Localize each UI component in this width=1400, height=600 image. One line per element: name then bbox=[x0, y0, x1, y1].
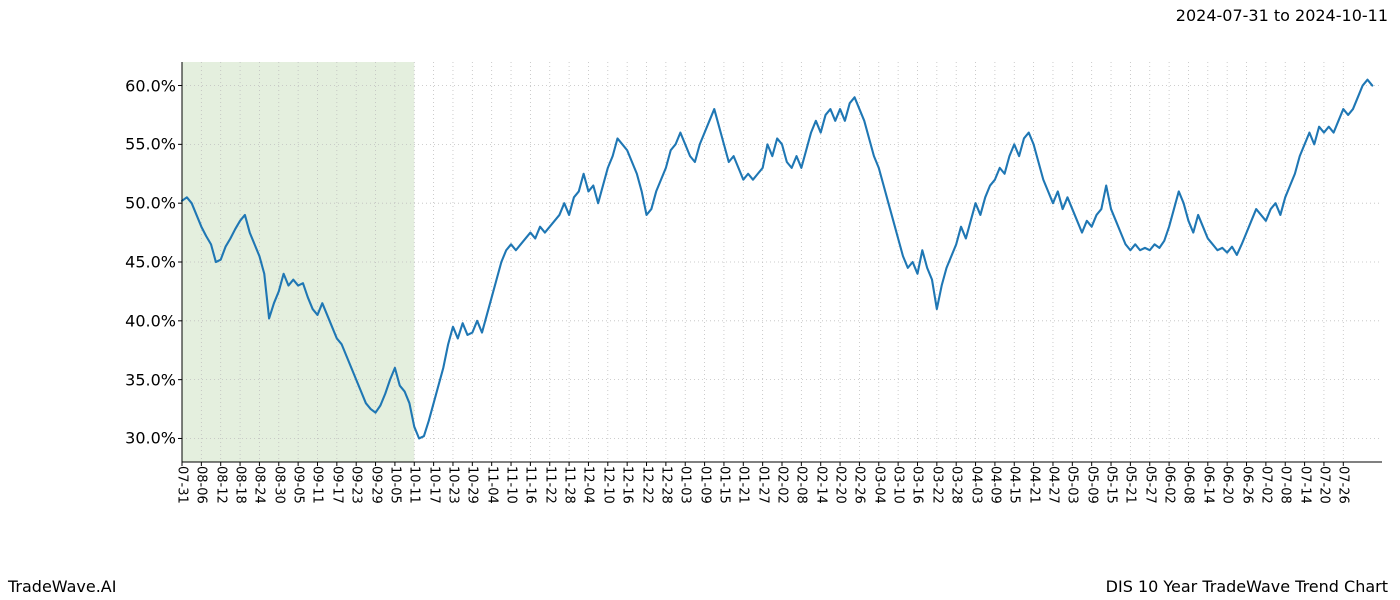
x-tick-label: 01-03 bbox=[678, 466, 693, 504]
y-tick-label: 30.0% bbox=[94, 429, 176, 448]
x-tick-label: 09-17 bbox=[329, 466, 344, 504]
x-tick-label: 06-14 bbox=[1200, 466, 1215, 504]
x-tick-label: 06-02 bbox=[1162, 466, 1177, 504]
x-tick-label: 01-21 bbox=[736, 466, 751, 504]
date-range-label: 2024-07-31 to 2024-10-11 bbox=[1176, 6, 1388, 25]
x-tick-label: 05-09 bbox=[1084, 466, 1099, 504]
x-tick-label: 12-16 bbox=[620, 466, 635, 504]
x-tick-label: 11-04 bbox=[484, 466, 499, 504]
y-tick-label: 55.0% bbox=[94, 135, 176, 154]
x-tick-label: 07-08 bbox=[1278, 466, 1293, 504]
x-tick-label: 12-04 bbox=[581, 466, 596, 504]
x-tick-label: 10-17 bbox=[426, 466, 441, 504]
x-tick-label: 05-03 bbox=[1065, 466, 1080, 504]
x-tick-label: 11-16 bbox=[523, 466, 538, 504]
x-tick-label: 07-14 bbox=[1297, 466, 1312, 504]
x-tick-label: 05-27 bbox=[1142, 466, 1157, 504]
x-tick-label: 06-08 bbox=[1181, 466, 1196, 504]
x-tick-label: 03-22 bbox=[929, 466, 944, 504]
y-tick-label: 50.0% bbox=[94, 194, 176, 213]
x-tick-label: 05-15 bbox=[1104, 466, 1119, 504]
line-chart-svg bbox=[182, 62, 1382, 462]
x-tick-label: 03-10 bbox=[891, 466, 906, 504]
x-tick-label: 08-06 bbox=[194, 466, 209, 504]
x-tick-label: 08-12 bbox=[213, 466, 228, 504]
x-tick-label: 11-22 bbox=[542, 466, 557, 504]
x-tick-label: 10-23 bbox=[445, 466, 460, 504]
x-tick-label: 09-29 bbox=[368, 466, 383, 504]
x-tick-label: 01-27 bbox=[755, 466, 770, 504]
x-tick-label: 12-10 bbox=[600, 466, 615, 504]
x-tick-label: 08-18 bbox=[233, 466, 248, 504]
x-tick-label: 08-24 bbox=[252, 466, 267, 504]
y-tick-label: 35.0% bbox=[94, 370, 176, 389]
x-tick-label: 10-05 bbox=[387, 466, 402, 504]
x-tick-label: 09-11 bbox=[310, 466, 325, 504]
x-tick-label: 08-30 bbox=[271, 466, 286, 504]
y-tick-label: 45.0% bbox=[94, 253, 176, 272]
x-tick-label: 09-05 bbox=[291, 466, 306, 504]
y-tick-label: 60.0% bbox=[94, 76, 176, 95]
x-tick-label: 02-20 bbox=[833, 466, 848, 504]
x-tick-label: 07-02 bbox=[1258, 466, 1273, 504]
footer-brand: TradeWave.AI bbox=[8, 577, 116, 596]
x-tick-label: 12-22 bbox=[639, 466, 654, 504]
x-tick-label: 07-20 bbox=[1316, 466, 1331, 504]
x-tick-label: 01-09 bbox=[697, 466, 712, 504]
x-tick-label: 03-04 bbox=[871, 466, 886, 504]
x-tick-label: 11-28 bbox=[562, 466, 577, 504]
x-tick-label: 04-03 bbox=[968, 466, 983, 504]
x-tick-label: 03-16 bbox=[910, 466, 925, 504]
x-tick-label: 12-28 bbox=[658, 466, 673, 504]
chart-plot-area: 30.0%35.0%40.0%45.0%50.0%55.0%60.0% 07-3… bbox=[182, 62, 1382, 462]
x-tick-label: 04-09 bbox=[987, 466, 1002, 504]
x-tick-label: 06-20 bbox=[1220, 466, 1235, 504]
x-tick-label: 10-29 bbox=[465, 466, 480, 504]
x-tick-label: 02-14 bbox=[813, 466, 828, 504]
x-tick-label: 11-10 bbox=[504, 466, 519, 504]
x-tick-label: 06-26 bbox=[1239, 466, 1254, 504]
footer-chart-title: DIS 10 Year TradeWave Trend Chart bbox=[1106, 577, 1388, 596]
x-tick-label: 05-21 bbox=[1123, 466, 1138, 504]
x-tick-label: 04-21 bbox=[1026, 466, 1041, 504]
x-tick-label: 04-15 bbox=[1007, 466, 1022, 504]
x-tick-label: 01-15 bbox=[716, 466, 731, 504]
x-tick-label: 04-27 bbox=[1045, 466, 1060, 504]
x-tick-label: 10-11 bbox=[407, 466, 422, 504]
x-tick-label: 07-31 bbox=[175, 466, 190, 504]
x-tick-label: 02-08 bbox=[794, 466, 809, 504]
x-tick-label: 02-26 bbox=[852, 466, 867, 504]
x-tick-label: 09-23 bbox=[349, 466, 364, 504]
x-tick-label: 02-02 bbox=[775, 466, 790, 504]
x-tick-label: 07-26 bbox=[1336, 466, 1351, 504]
y-tick-label: 40.0% bbox=[94, 311, 176, 330]
x-tick-label: 03-28 bbox=[949, 466, 964, 504]
